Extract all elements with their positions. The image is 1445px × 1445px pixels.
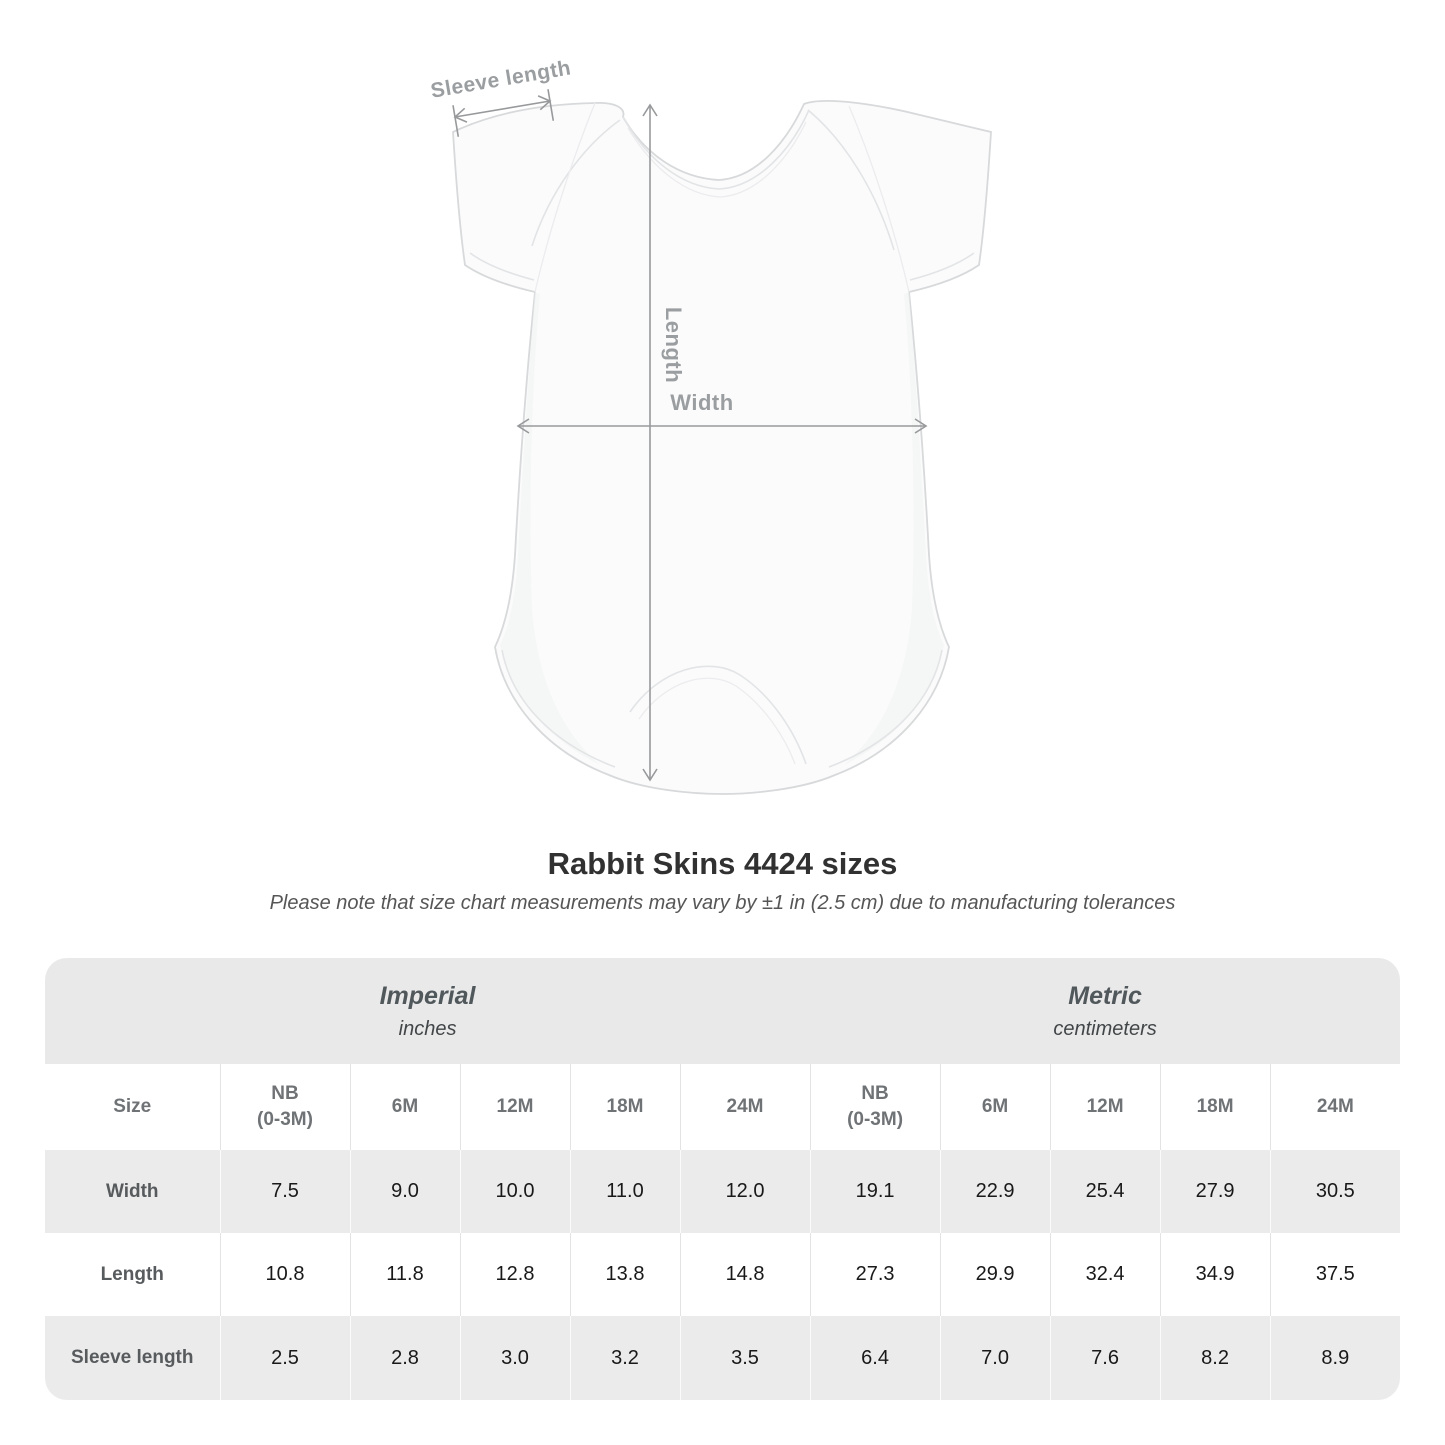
right-leg-binding <box>828 649 943 768</box>
sleeve-length-label: Sleeve length <box>429 56 573 102</box>
crotch-flap-stitch <box>638 677 796 765</box>
row-label-sleeve-length: Sleeve length <box>45 1316 220 1400</box>
value-cell: 22.9 <box>939 1150 1051 1233</box>
col-header-metric-12m: 12M <box>1049 1064 1161 1150</box>
body-shading-right <box>844 292 944 765</box>
value-cell: 3.0 <box>459 1316 570 1400</box>
imperial-label: Imperial <box>379 981 476 1010</box>
size-header: Size <box>45 1064 220 1150</box>
left-armhole-seam <box>534 102 596 293</box>
value-cell: 12.8 <box>459 1233 570 1316</box>
imperial-band: Imperial inches <box>45 958 811 1064</box>
neck-stitch-seam <box>627 121 807 198</box>
col-header-metric-18m: 18M <box>1159 1064 1271 1150</box>
value-cell: 2.8 <box>349 1316 460 1400</box>
bodysuit-diagram: Length Width Sleeve length <box>429 56 992 795</box>
value-cell: 11.0 <box>569 1150 680 1233</box>
left-leg-binding <box>501 649 616 768</box>
value-cell: 11.8 <box>349 1233 460 1316</box>
value-cell: 14.8 <box>679 1233 811 1316</box>
value-cell: 34.9 <box>1159 1233 1271 1316</box>
col-header-metric-24m: 24M <box>1269 1064 1400 1150</box>
bodysuit-illustration <box>452 100 992 795</box>
value-cell: 37.5 <box>1269 1233 1400 1316</box>
length-label: Length <box>661 307 686 383</box>
sleeve-length-arrow <box>452 89 555 137</box>
width-row: Width 7.5 9.0 10.0 11.0 12.0 19.1 22.9 2… <box>45 1150 1400 1233</box>
metric-unit: centimeters <box>1053 1017 1157 1040</box>
right-flap-seam <box>807 109 895 251</box>
value-cell: 2.5 <box>219 1316 350 1400</box>
value-cell: 32.4 <box>1049 1233 1161 1316</box>
value-cell: 7.5 <box>219 1150 350 1233</box>
col-header-imperial-6m: 6M <box>349 1064 460 1150</box>
value-cell: 29.9 <box>939 1233 1051 1316</box>
row-label-length: Length <box>45 1233 220 1316</box>
value-cell: 12.0 <box>679 1150 811 1233</box>
sleeve-length-row: Sleeve length 2.5 2.8 3.0 3.2 3.5 6.4 7.… <box>45 1316 1400 1400</box>
imperial-unit: inches <box>398 1017 457 1040</box>
size-chart-table: Imperial inches Metric centimeters Size … <box>45 958 1400 1400</box>
body-shading-left <box>500 292 600 765</box>
col-header-metric-6m: 6M <box>939 1064 1051 1150</box>
metric-label: Metric <box>1068 981 1142 1010</box>
value-cell: 7.0 <box>939 1316 1051 1400</box>
value-cell: 27.3 <box>809 1233 941 1316</box>
value-cell: 3.5 <box>679 1316 811 1400</box>
right-sleeve-hem <box>909 252 975 281</box>
value-cell: 30.5 <box>1269 1150 1400 1233</box>
value-cell: 25.4 <box>1049 1150 1161 1233</box>
width-label: Width <box>670 390 733 415</box>
col-header-imperial-12m: 12M <box>459 1064 570 1150</box>
value-cell: 27.9 <box>1159 1150 1271 1233</box>
value-cell: 8.9 <box>1269 1316 1400 1400</box>
value-cell: 7.6 <box>1049 1316 1161 1400</box>
tolerance-note: Please note that size chart measurements… <box>269 892 1176 914</box>
left-sleeve-hem <box>469 252 535 281</box>
length-row: Length 10.8 11.8 12.8 13.8 14.8 27.3 29.… <box>45 1233 1400 1316</box>
width-arrow <box>516 418 928 434</box>
value-cell: 3.2 <box>569 1316 680 1400</box>
neck-binding-seam <box>622 109 810 190</box>
row-label-width: Width <box>45 1150 220 1233</box>
col-header-imperial-18m: 18M <box>569 1064 680 1150</box>
value-cell: 10.8 <box>219 1233 350 1316</box>
crotch-flap-seam <box>629 665 807 765</box>
length-arrow <box>642 103 658 782</box>
metric-band: Metric centimeters <box>810 958 1400 1064</box>
col-header-imperial-nb: NB (0-3M) <box>219 1064 350 1150</box>
value-cell: 19.1 <box>809 1150 941 1233</box>
value-cell: 10.0 <box>459 1150 570 1233</box>
size-table: Imperial inches Metric centimeters Size … <box>45 958 1400 1400</box>
right-armhole-seam <box>848 105 910 293</box>
unit-band-row: Imperial inches Metric centimeters <box>45 958 1400 1064</box>
column-header-row: Size NB (0-3M) 6M 12M 18M 24M NB (0-3M) … <box>45 1064 1400 1150</box>
value-cell: 13.8 <box>569 1233 680 1316</box>
col-header-imperial-24m: 24M <box>679 1064 811 1150</box>
value-cell: 6.4 <box>809 1316 941 1400</box>
value-cell: 8.2 <box>1159 1316 1271 1400</box>
page-title: Rabbit Skins 4424 sizes <box>547 846 898 881</box>
value-cell: 9.0 <box>349 1150 460 1233</box>
col-header-metric-nb: NB (0-3M) <box>809 1064 941 1150</box>
